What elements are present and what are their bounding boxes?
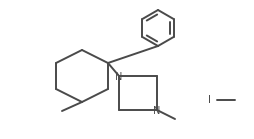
Text: I: I <box>208 95 211 105</box>
Text: N: N <box>115 72 122 82</box>
Text: N: N <box>153 106 160 116</box>
